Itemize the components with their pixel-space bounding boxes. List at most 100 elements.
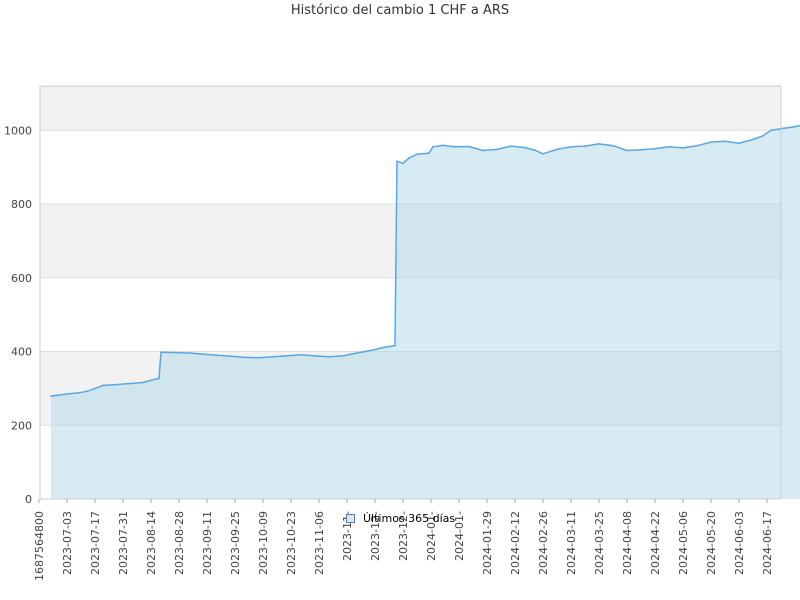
x-tick-label-14: 2024-01-	[425, 511, 438, 561]
y-tick-label-0: 0	[25, 493, 32, 506]
x-tick-label-26: 2024-06-17	[761, 511, 774, 575]
x-tick-label-12: 2023-12-	[369, 511, 382, 561]
x-tick-label-24: 2024-05-20	[705, 511, 718, 575]
legend-label: Últimos 365 días	[363, 512, 456, 525]
chart-title: Histórico del cambio 1 CHF a ARS	[290, 3, 510, 18]
data-point-2024-01-01	[432, 145, 434, 148]
data-point-2023-12-20	[408, 157, 410, 159]
data-point-2024-03-24	[598, 143, 600, 145]
x-tick-label-20: 2024-03-25	[593, 511, 606, 575]
x-tick-label-23: 2024-05-06	[677, 511, 690, 575]
data-point-2024-06-30	[794, 125, 796, 128]
data-point-2023-12-17	[402, 162, 404, 165]
data-point-2023-08-18	[160, 351, 162, 354]
x-tick-label-25: 2024-06-03	[733, 511, 746, 575]
x-tick-label-2: 2023-07-17	[89, 511, 102, 575]
y-tick-label-1000: 1000	[4, 124, 32, 137]
data-point-2023-07-08	[78, 391, 80, 394]
data-point-2023-07-26	[114, 383, 116, 386]
x-tick-label-3: 2023-07-31	[117, 511, 130, 575]
x-tick-label-1: 2023-07-03	[61, 511, 74, 575]
x-tick-label-22: 2024-04-22	[649, 511, 662, 575]
x-tick-label-7: 2023-09-25	[229, 511, 242, 575]
data-point-2024-01-06	[442, 144, 444, 147]
legend-swatch	[346, 514, 355, 523]
data-point-2023-08-02	[128, 382, 130, 385]
data-point-2023-12-13	[394, 344, 396, 347]
data-point-2023-09-01	[188, 352, 190, 354]
data-point-2024-03-17	[584, 145, 586, 148]
data-point-2023-12-11	[390, 345, 392, 348]
data-point-2023-09-29	[244, 356, 246, 359]
x-tick-label-10: 2023-11-06	[313, 511, 326, 575]
data-point-2024-05-19	[710, 141, 712, 144]
data-point-2023-10-06	[258, 356, 260, 359]
data-point-2023-09-22	[230, 355, 232, 358]
data-point-2023-08-25	[174, 351, 176, 354]
data-point-2023-07-20	[102, 384, 104, 387]
data-point-2024-03-10	[570, 145, 572, 148]
x-tick-label-0: 1687564800	[33, 511, 46, 581]
data-point-2024-04-21	[654, 147, 656, 150]
data-point-2023-06-24	[50, 395, 52, 397]
data-point-2024-01-26	[482, 149, 484, 152]
data-point-2024-05-12	[696, 144, 698, 147]
data-point-2024-06-09	[752, 138, 754, 141]
y-tick-label-600: 600	[11, 272, 32, 285]
data-point-2023-07-16	[94, 387, 96, 390]
x-tick-label-6: 2023-09-11	[201, 511, 214, 575]
x-tick-label-9: 2023-10-23	[285, 511, 298, 575]
data-point-2023-07-12	[86, 390, 88, 393]
data-point-2024-04-07	[626, 149, 628, 152]
legend[interactable]: Últimos 365 días	[346, 512, 455, 525]
data-point-2024-02-09	[510, 145, 512, 148]
data-point-2024-01-12	[454, 145, 456, 148]
x-tick-label-18: 2024-02-26	[537, 511, 550, 575]
data-point-2024-02-25	[542, 152, 544, 155]
data-point-2024-02-02	[496, 148, 498, 151]
data-point-2023-08-13	[150, 379, 152, 382]
data-point-2024-06-02	[738, 142, 740, 145]
data-point-2024-01-19	[468, 145, 470, 148]
data-point-2024-02-21	[534, 149, 536, 152]
data-point-2023-11-17	[342, 355, 344, 357]
data-point-2023-12-24	[416, 153, 418, 156]
data-point-2023-08-17	[158, 377, 160, 380]
x-tick-label-4: 2023-08-14	[145, 511, 158, 575]
data-point-2023-08-09	[142, 381, 144, 384]
data-point-2023-12-14	[396, 160, 398, 163]
y-tick-label-400: 400	[11, 346, 32, 359]
band-1000-1120	[40, 86, 781, 131]
x-tick-label-19: 2024-03-11	[565, 511, 578, 575]
data-point-2023-12-30	[428, 152, 430, 155]
x-tick-label-15: 2024-01-	[453, 511, 466, 561]
data-point-2023-10-27	[300, 353, 302, 356]
data-point-2023-11-24	[356, 352, 358, 354]
x-tick-label-5: 2023-08-28	[173, 511, 186, 575]
data-point-2023-10-13	[272, 355, 274, 358]
axes	[38, 85, 782, 503]
data-point-2024-03-03	[556, 148, 558, 151]
y-tick-label-200: 200	[11, 419, 32, 432]
x-tick-label-8: 2023-10-09	[257, 511, 270, 575]
x-tick-label-16: 2024-01-29	[481, 511, 494, 575]
data-point-2024-05-05	[682, 147, 684, 149]
series-layer	[50, 124, 800, 499]
data-point-2024-04-28	[668, 145, 670, 148]
series-area	[51, 125, 800, 499]
data-point-2023-09-08	[202, 353, 204, 355]
data-point-2024-06-18	[770, 129, 772, 132]
data-point-2023-09-15	[216, 354, 218, 357]
x-axis-tick-labels: 1687564800 2023-07-03 2023-07-17 2023-07-31…	[33, 511, 774, 581]
data-point-2023-12-01	[370, 349, 372, 352]
data-point-2023-11-03	[314, 355, 316, 357]
data-point-2024-04-14	[640, 148, 642, 151]
data-point-2024-05-26	[724, 140, 726, 143]
series-line	[50, 124, 800, 397]
data-point-2023-07-01	[64, 393, 66, 396]
y-tick-label-800: 800	[11, 198, 32, 211]
x-tick-label-13: 2023-12-	[397, 511, 410, 561]
data-point-2024-06-24	[782, 127, 784, 130]
data-point-2023-12-08	[384, 346, 386, 348]
